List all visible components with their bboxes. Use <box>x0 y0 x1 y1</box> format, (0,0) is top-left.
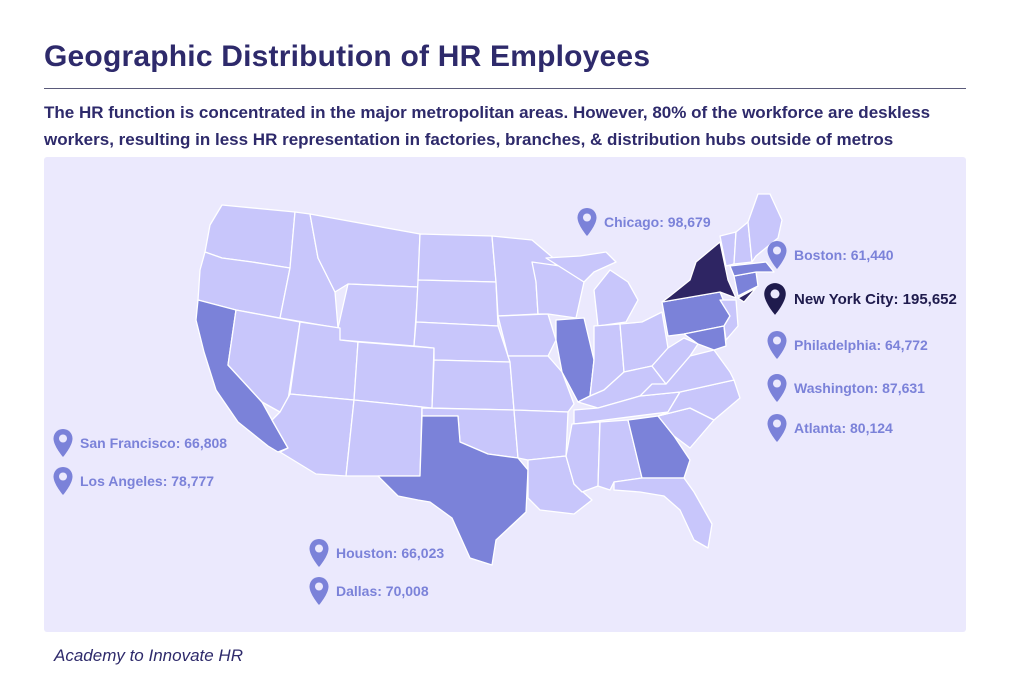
us-map <box>195 193 783 566</box>
state-new-jersey <box>719 299 739 341</box>
state-wyoming <box>337 283 419 347</box>
city-pin-dallas: Dallas: 70,008 <box>308 576 429 606</box>
map-pin-icon <box>767 241 787 269</box>
state-arkansas <box>513 409 569 461</box>
state-kansas <box>431 359 515 411</box>
state-maine <box>747 193 783 263</box>
city-label: Washington: 87,631 <box>794 380 925 396</box>
city-pin-chicago: Chicago: 98,679 <box>576 207 711 237</box>
map-pin-icon <box>53 429 73 457</box>
city-label: Los Angeles: 78,777 <box>80 473 215 489</box>
state-arizona <box>271 393 355 477</box>
state-south-dakota <box>415 279 499 327</box>
state-massachusetts <box>729 261 775 277</box>
city-pin-san-francisco: San Francisco: 66,808 <box>52 428 227 458</box>
city-label: Boston: 61,440 <box>794 247 894 263</box>
map-pin-icon <box>764 283 786 315</box>
state-new-york <box>661 241 737 303</box>
map-pin-icon <box>577 208 597 236</box>
city-label: New York City: 195,652 <box>794 290 957 308</box>
city-pin-philadelphia: Philadelphia: 64,772 <box>766 330 928 360</box>
page-subtitle: The HR function is concentrated in the m… <box>44 103 931 149</box>
city-pin-atlanta: Atlanta: 80,124 <box>766 413 893 443</box>
city-label: Chicago: 98,679 <box>604 214 711 230</box>
map-pin-icon <box>309 577 329 605</box>
state-missouri <box>507 355 575 413</box>
state-colorado <box>353 341 435 409</box>
city-pin-boston: Boston: 61,440 <box>766 240 894 270</box>
map-pin-icon <box>309 539 329 567</box>
map-pin-icon <box>767 374 787 402</box>
map-pin-icon <box>767 414 787 442</box>
city-pin-new-york-city: New York City: 195,652 <box>762 282 957 316</box>
city-label: Houston: 66,023 <box>336 545 445 561</box>
map-pin-icon <box>767 331 787 359</box>
state-florida <box>613 477 713 549</box>
page-title: Geographic Distribution of HR Employees <box>44 40 651 73</box>
state-iowa <box>497 313 557 357</box>
city-label: Philadelphia: 64,772 <box>794 337 928 353</box>
city-pin-washington: Washington: 87,631 <box>766 373 925 403</box>
city-label: Atlanta: 80,124 <box>794 420 893 436</box>
city-label: Dallas: 70,008 <box>336 583 429 599</box>
state-north-dakota <box>417 233 497 283</box>
map-pin-icon <box>53 467 73 495</box>
state-texas <box>377 415 529 566</box>
source-credit: Academy to Innovate HR <box>54 646 243 665</box>
city-pin-los-angeles: Los Angeles: 78,777 <box>52 466 214 496</box>
title-divider <box>44 88 966 89</box>
state-maryland <box>683 325 727 351</box>
state-long-island <box>737 287 757 303</box>
state-new-mexico <box>345 399 423 477</box>
city-label: San Francisco: 66,808 <box>80 435 228 451</box>
city-pin-houston: Houston: 66,023 <box>308 538 444 568</box>
map-panel <box>44 157 966 632</box>
